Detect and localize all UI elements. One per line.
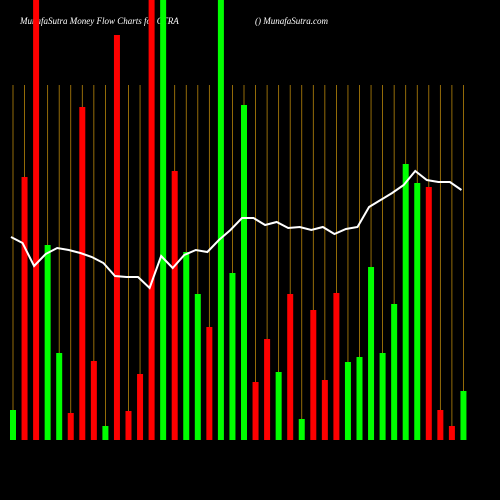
bar	[21, 177, 28, 440]
bar	[275, 372, 282, 440]
bar	[414, 183, 421, 440]
bar	[113, 35, 120, 440]
bar	[160, 0, 167, 440]
money-flow-line	[10, 169, 463, 290]
bar	[425, 187, 432, 440]
bar	[344, 362, 351, 440]
bar	[333, 293, 340, 440]
bar	[298, 419, 305, 440]
bar	[56, 353, 63, 440]
bar	[402, 164, 409, 440]
bar	[368, 267, 375, 440]
bar	[137, 374, 144, 440]
bar	[125, 411, 132, 440]
bar	[229, 273, 236, 440]
bar	[310, 310, 317, 440]
bar	[264, 339, 271, 440]
bar	[183, 252, 190, 440]
bar	[448, 426, 455, 440]
bar	[217, 0, 224, 440]
chart-subtitle: () MunafaSutra.com	[255, 16, 328, 26]
bar	[171, 171, 178, 440]
bar	[206, 327, 213, 440]
bar	[356, 357, 363, 440]
bar	[460, 391, 467, 440]
bar	[44, 245, 51, 440]
bar	[379, 353, 386, 440]
bar	[79, 107, 86, 440]
bar	[10, 410, 16, 440]
bar	[437, 410, 444, 440]
bar	[90, 361, 97, 440]
bar	[33, 0, 40, 440]
bar	[102, 426, 109, 440]
bar	[148, 0, 155, 440]
chart-title: MunafaSutra Money Flow Charts for CTRA	[19, 16, 179, 26]
bar	[287, 294, 294, 440]
bar	[321, 380, 328, 440]
bar	[391, 304, 398, 440]
bar	[67, 413, 74, 440]
bar	[241, 105, 247, 440]
bar	[252, 382, 259, 440]
bar	[194, 294, 201, 440]
